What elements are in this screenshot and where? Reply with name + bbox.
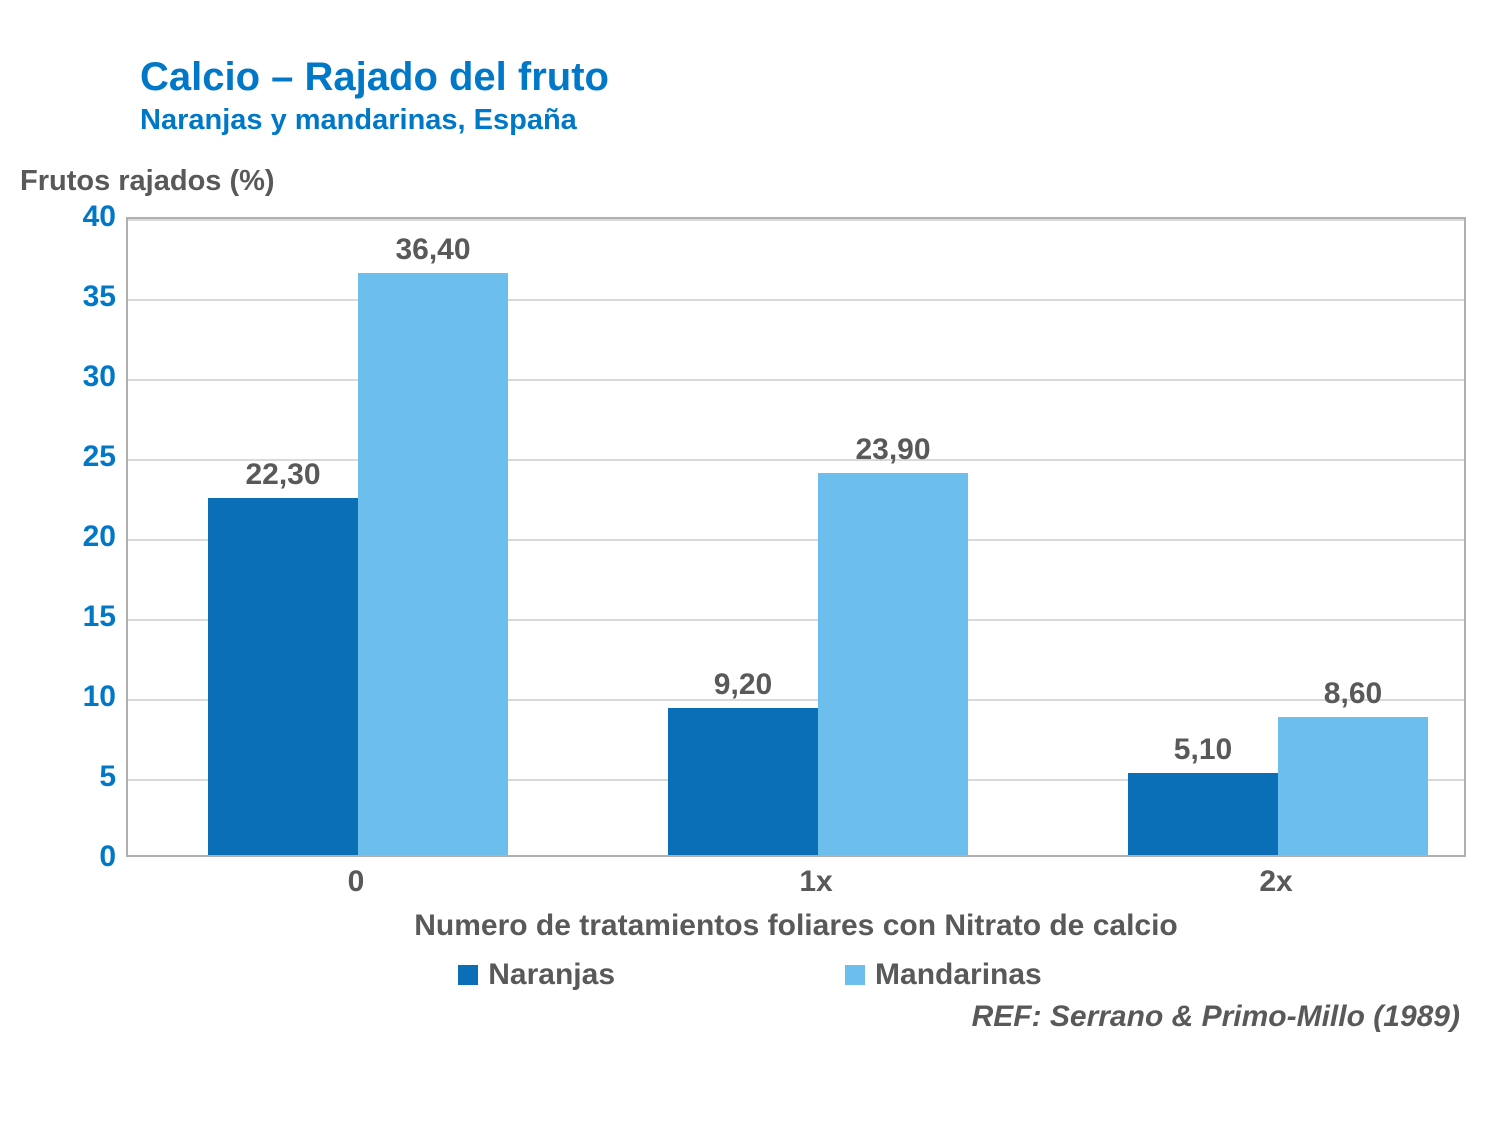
plot-area: 22,30 36,40 9,20 23,90 5,10 8,60 [126,217,1466,857]
gridline [128,459,1464,461]
y-tick-label: 15 [36,600,116,634]
y-tick-label: 10 [36,680,116,714]
chart-subtitle: Naranjas y mandarinas, España [140,104,609,137]
y-tick-label: 30 [36,360,116,394]
legend-label: Naranjas [488,958,615,992]
x-tick-label: 2x [1259,865,1292,899]
x-tick-label: 1x [799,865,832,899]
y-tick-label: 25 [36,440,116,474]
y-tick-label: 35 [36,280,116,314]
citation: REF: Serrano & Primo-Millo (1989) [972,1000,1460,1034]
bar-value-label: 23,90 [855,433,930,467]
chart-area: 22,3036,409,2023,905,108,60 Numero de tr… [20,205,1480,935]
legend-swatch [845,965,865,985]
legend-swatch [458,965,478,985]
bar-value-label: 8,60 [1324,677,1382,711]
bar-mandarinas [818,473,968,855]
legend-label: Mandarinas [875,958,1042,992]
bar-value-label: 5,10 [1174,733,1232,767]
gridline [128,299,1464,301]
gridline [128,219,1464,221]
y-tick-label: 20 [36,520,116,554]
title-block: Calcio – Rajado del fruto Naranjas y man… [140,55,609,137]
bar-value-label: 9,20 [714,668,772,702]
bar-naranjas [1128,773,1278,855]
bar-value-label: 36,40 [395,233,470,267]
legend-item: Naranjas [458,958,615,992]
bar-naranjas [668,708,818,855]
bar-mandarinas [1278,717,1428,855]
chart-title: Calcio – Rajado del fruto [140,55,609,100]
bar-mandarinas [358,273,508,855]
y-tick-label: 5 [36,760,116,794]
legend: Naranjas Mandarinas [20,958,1480,992]
bar-value-label: 22,30 [245,458,320,492]
bar-naranjas [208,498,358,855]
y-tick-label: 0 [36,840,116,874]
legend-item: Mandarinas [845,958,1042,992]
y-tick-label: 40 [36,200,116,234]
gridline [128,379,1464,381]
x-tick-label: 0 [348,865,365,899]
x-axis-title: Numero de tratamientos foliares con Nitr… [126,909,1466,943]
y-axis-title: Frutos rajados (%) [20,165,275,198]
